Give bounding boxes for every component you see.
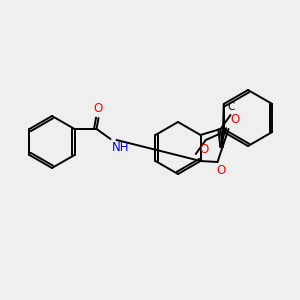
Text: O: O (230, 113, 239, 126)
Text: O: O (93, 102, 102, 115)
Text: C: C (228, 102, 235, 112)
Text: O: O (199, 143, 208, 156)
Text: NH: NH (112, 141, 129, 154)
Text: O: O (216, 164, 225, 177)
